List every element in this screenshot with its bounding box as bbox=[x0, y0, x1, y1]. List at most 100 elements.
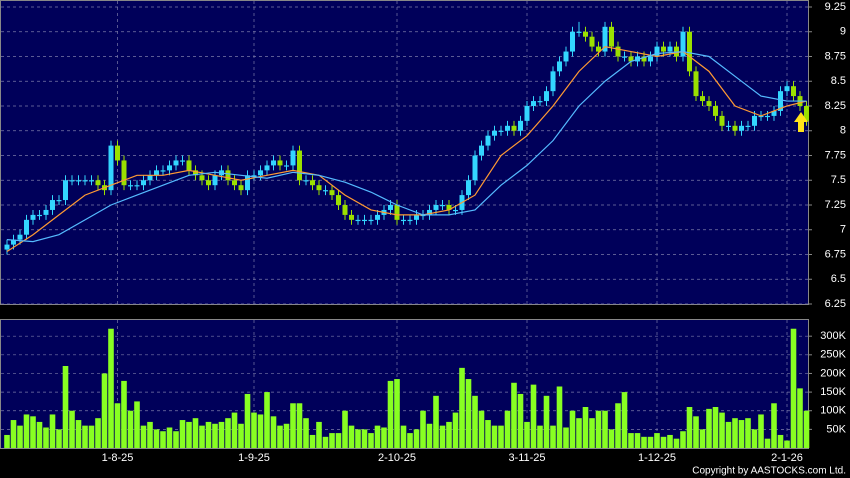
volume-bar bbox=[114, 403, 121, 448]
volume-bar bbox=[166, 427, 173, 448]
y-tick-label: 250K bbox=[820, 349, 846, 361]
volume-bar bbox=[374, 425, 381, 448]
volume-bar bbox=[10, 420, 17, 448]
volume-bar bbox=[101, 373, 108, 448]
volume-bar bbox=[400, 425, 407, 448]
candle-body bbox=[778, 91, 783, 111]
candle-body bbox=[121, 160, 127, 186]
y-tick-label: 8 bbox=[840, 125, 846, 137]
candle-body bbox=[713, 106, 718, 116]
volume-bar bbox=[550, 425, 556, 448]
candle-body bbox=[362, 219, 367, 222]
volume-bar bbox=[803, 410, 810, 448]
candle-body bbox=[199, 175, 205, 181]
candle-body bbox=[427, 209, 432, 215]
volume-bar bbox=[283, 423, 290, 448]
candle-body bbox=[134, 185, 140, 187]
candle-body bbox=[271, 160, 276, 166]
volume-bar bbox=[433, 395, 439, 448]
candle-body bbox=[258, 170, 263, 176]
candle-body bbox=[89, 180, 94, 182]
volume-bar bbox=[355, 429, 361, 448]
y-tick-label: 6.25 bbox=[825, 298, 846, 310]
volume-bar bbox=[621, 392, 628, 448]
volume-bar bbox=[699, 429, 706, 448]
volume-bar bbox=[563, 427, 569, 448]
volume-bar bbox=[238, 423, 244, 448]
volume-bar bbox=[62, 366, 69, 448]
volume-bar bbox=[589, 418, 595, 448]
volume-bar bbox=[134, 401, 140, 448]
volume-bar bbox=[361, 429, 368, 448]
candle-body bbox=[50, 200, 55, 210]
y-tick-label: 8.25 bbox=[825, 100, 846, 112]
y-tick-label: 9 bbox=[840, 26, 846, 38]
volume-bar bbox=[758, 414, 764, 448]
volume-bar bbox=[732, 418, 738, 448]
volume-bar bbox=[381, 427, 387, 448]
volume-bar bbox=[764, 438, 771, 448]
volume-bar bbox=[569, 410, 576, 448]
volume-bar bbox=[439, 425, 446, 448]
volume-bar bbox=[244, 393, 251, 448]
volume-bar bbox=[95, 418, 101, 448]
candle-body bbox=[232, 180, 237, 186]
volume-bar bbox=[56, 429, 62, 448]
volume-bar bbox=[530, 384, 537, 448]
candle-body bbox=[498, 130, 504, 132]
candle-body bbox=[17, 234, 23, 240]
candle-body bbox=[440, 205, 445, 207]
candle-body bbox=[700, 96, 705, 102]
volume-bar bbox=[17, 425, 23, 448]
volume-bar bbox=[524, 421, 530, 448]
candle-body bbox=[128, 185, 133, 187]
candle-body bbox=[576, 31, 582, 33]
candle-body bbox=[602, 26, 608, 52]
candle-body bbox=[37, 214, 42, 217]
candle-body bbox=[765, 115, 770, 118]
candle-body bbox=[485, 135, 491, 146]
volume-bar bbox=[179, 420, 186, 448]
x-tick-label: 1-9-25 bbox=[238, 452, 270, 464]
volume-bar bbox=[316, 421, 322, 448]
candle-body bbox=[69, 180, 75, 182]
candle-body bbox=[141, 180, 146, 186]
candle-body bbox=[466, 180, 471, 196]
volume-bar bbox=[296, 403, 303, 448]
volume-bar bbox=[205, 421, 212, 448]
candle-body bbox=[316, 185, 322, 191]
volume-bar bbox=[160, 431, 166, 448]
x-tick-label: 2-10-25 bbox=[378, 452, 416, 464]
volume-bar bbox=[472, 395, 478, 448]
volume-bar bbox=[257, 414, 264, 448]
candle-body bbox=[719, 115, 725, 126]
volume-bar bbox=[673, 438, 680, 448]
candle-body bbox=[336, 195, 341, 205]
volume-bar bbox=[647, 436, 654, 448]
candle-body bbox=[622, 56, 627, 58]
volume-bar bbox=[140, 425, 147, 448]
candle-body bbox=[368, 219, 374, 222]
volume-bar bbox=[121, 380, 127, 448]
volume-bar bbox=[335, 433, 342, 448]
candle-body bbox=[30, 214, 36, 220]
volume-bar bbox=[277, 425, 283, 448]
x-tick-label: 1-12-25 bbox=[638, 452, 676, 464]
volume-bar bbox=[498, 425, 504, 448]
volume-bar bbox=[270, 416, 277, 448]
candle-body bbox=[505, 125, 510, 131]
candle-body bbox=[147, 175, 153, 181]
copyright: Copyright by AASTOCKS.com Ltd. bbox=[692, 466, 846, 477]
candle-body bbox=[323, 190, 328, 192]
volume-bar bbox=[173, 431, 179, 448]
volume-bar bbox=[218, 421, 225, 448]
volume-bar bbox=[413, 429, 420, 448]
y-tick-label: 7.5 bbox=[831, 174, 846, 186]
price-panel bbox=[0, 0, 809, 305]
volume-bar bbox=[790, 328, 797, 448]
candle-body bbox=[24, 219, 29, 235]
candle-body bbox=[173, 160, 179, 166]
volume-bar bbox=[712, 407, 719, 448]
volume-bar bbox=[511, 382, 517, 448]
